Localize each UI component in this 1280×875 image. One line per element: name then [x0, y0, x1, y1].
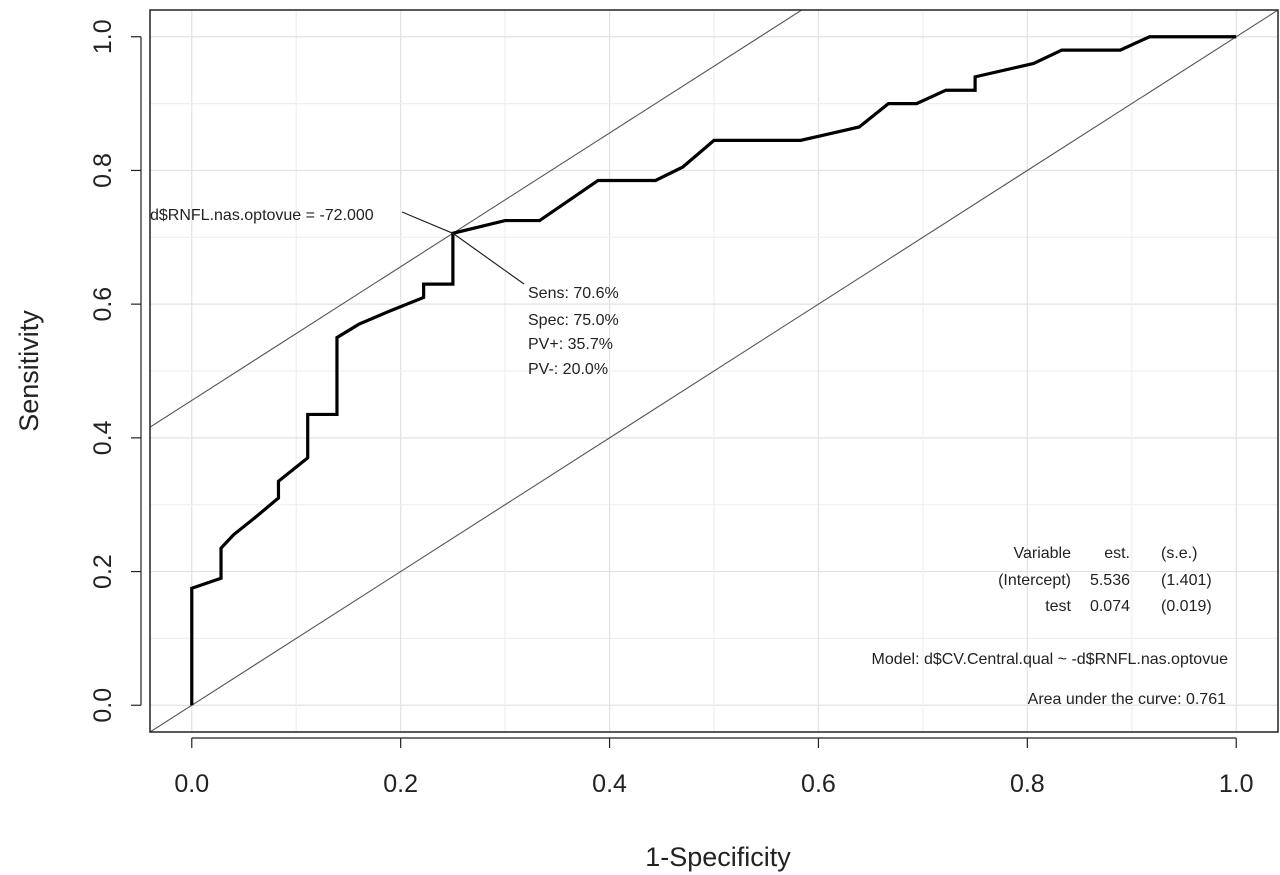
x-tick-label: 0.2: [383, 770, 418, 798]
table-row-test-est: 0.074: [1090, 598, 1130, 615]
x-tick-label: 0.4: [592, 770, 627, 798]
roc-curve-layer: [190, 35, 1237, 706]
reference-lines: [150, 10, 1278, 732]
stat-sens: Sens: 70.6%: [528, 285, 619, 302]
table-row-intercept-se: (1.401): [1161, 572, 1212, 589]
roc-curve-line: [190, 35, 1237, 706]
auc-label: Area under the curve: 0.761: [1028, 691, 1226, 708]
stat-pv-minus: PV-: 20.0%: [528, 361, 608, 378]
cutoff-label-pointer: [401, 211, 454, 234]
chance-diagonal-line: [150, 10, 1278, 732]
model-formula: Model: d$CV.Central.qual ~ -d$RNFL.nas.o…: [871, 651, 1228, 668]
y-tick-label: 0.8: [89, 153, 117, 188]
x-tick-label: 0.8: [1010, 770, 1045, 798]
coefficient-table: Variable est. (s.e.) (Intercept) 5.536 (…: [998, 545, 1212, 615]
cutoff-stats-pointer: [452, 232, 525, 285]
table-row-test-name: test: [1045, 598, 1071, 615]
stat-pv-plus: PV+: 35.7%: [528, 336, 613, 353]
x-tick-label: 1.0: [1219, 770, 1254, 798]
table-row-intercept-est: 5.536: [1090, 572, 1130, 589]
y-tick-label: 0.2: [89, 554, 117, 589]
y-tick-label: 0.0: [89, 688, 117, 723]
y-tick-label: 0.4: [89, 420, 117, 455]
cutoff-label: d$RNFL.nas.optovue = -72.000: [150, 207, 374, 224]
y-tick-label: 0.6: [89, 287, 117, 322]
table-header-est: est.: [1104, 545, 1130, 562]
table-row-test-se: (0.019): [1161, 598, 1212, 615]
y-axis: 0.0 0.2 0.4 0.6 0.8 1.0: [89, 19, 142, 723]
x-axis: 0.0 0.2 0.4 0.6 0.8 1.0: [174, 737, 1254, 798]
plot-frame: [149, 9, 1279, 733]
y-tick-label: 1.0: [89, 19, 117, 54]
stat-spec: Spec: 75.0%: [528, 312, 619, 329]
x-tick-label: 0.0: [174, 770, 209, 798]
table-header-variable: Variable: [1013, 545, 1071, 562]
table-row-intercept-name: (Intercept): [998, 572, 1071, 589]
x-axis-label: 1-Specificity: [645, 842, 791, 872]
x-tick-label: 0.6: [801, 770, 836, 798]
cutoff-tangent-line: [150, 10, 803, 428]
table-header-se: (s.e.): [1161, 545, 1197, 562]
y-axis-label: Sensitivity: [14, 310, 44, 432]
